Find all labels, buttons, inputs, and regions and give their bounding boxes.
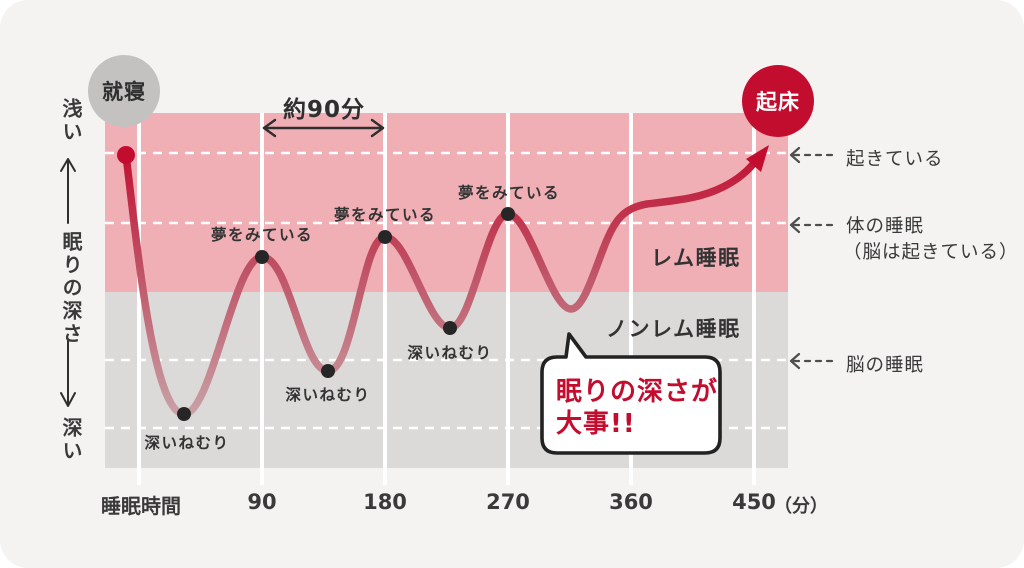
sleep-start-badge: 就寝 (88, 55, 160, 127)
peak-label-2: 夢をみている (333, 206, 436, 224)
sleep-start-dot (117, 146, 135, 164)
depth-axis-arrow-up-icon (60, 158, 76, 224)
gridline-180min (383, 113, 387, 485)
x-tick-90: 90 (247, 490, 277, 514)
annotation-body-sleep-sub: （脳は起きている） (843, 242, 1019, 263)
annotation-brain-sleep: 脳の睡眠 (846, 355, 925, 376)
x-tick-360: 360 (609, 490, 653, 514)
x-axis-title: 睡眠時間 (101, 494, 181, 518)
depth-axis-title: 眠りの深さ (59, 231, 83, 346)
gridline-360min (629, 113, 633, 485)
callout-line-2: 大事!! (556, 409, 636, 439)
x-tick-450: 450 (732, 490, 776, 514)
x-axis-unit: （分） (774, 496, 828, 517)
gridline-90min (260, 113, 264, 485)
peak-label-3: 夢をみている (457, 184, 560, 202)
cycle-span-arrow-icon (262, 118, 385, 138)
wake-arrowhead-icon (746, 145, 769, 172)
sleep-depth-curve (122, 151, 761, 418)
x-tick-270: 270 (486, 490, 530, 514)
x-tick-180: 180 (363, 490, 407, 514)
sleep-start-label: 就寝 (102, 80, 146, 104)
depth-axis-arrow-down-icon (60, 340, 76, 407)
gridline-0min (137, 113, 141, 485)
cycle-length-label: 約90分 (282, 97, 365, 123)
callout-bubble (540, 332, 722, 455)
depth-axis-bottom-label: 深い (59, 417, 83, 463)
depth-axis-top-label: 浅い (59, 98, 83, 144)
nonrem-band-label: ノンレム睡眠 (606, 317, 741, 341)
annotation-body-sleep: 体の睡眠 (846, 216, 925, 237)
peak-label-1: 夢をみている (210, 226, 313, 244)
callout-line-1: 眠りの深さが (556, 377, 719, 407)
gridline-450min (752, 113, 756, 485)
trough-label-1: 深いねむり (144, 434, 230, 452)
trough-label-3: 深いねむり (407, 344, 493, 362)
wake-up-label: 起床 (756, 90, 800, 114)
annotation-arrow-icons (789, 146, 839, 370)
rem-band-label: レム睡眠 (651, 246, 741, 270)
annotation-awake: 起きている (846, 149, 944, 170)
stage-dots (177, 207, 515, 421)
trough-label-2: 深いねむり (285, 386, 371, 404)
gridline-270min (506, 113, 510, 485)
wake-up-badge: 起床 (742, 65, 814, 137)
